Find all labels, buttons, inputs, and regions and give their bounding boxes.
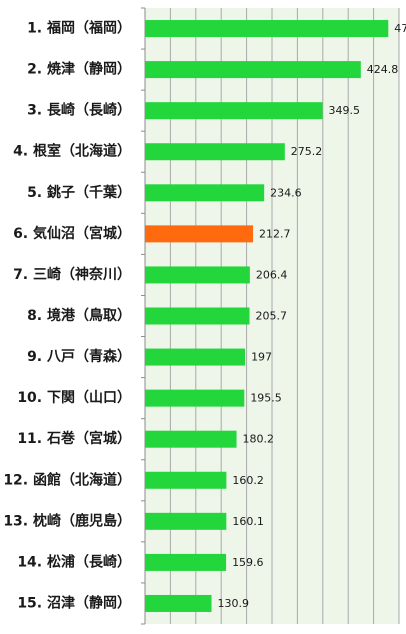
bar [145, 512, 227, 530]
bar [145, 20, 389, 38]
value-label: 234.6 [270, 186, 302, 199]
value-label: 275.2 [291, 145, 323, 158]
value-label: 205.7 [255, 310, 287, 323]
category-label: 4. 根室（北海道） [13, 143, 131, 160]
value-labels: 478.9 424.8 349.5 275.2 234.6 212.7 206.4 205.7… [217, 22, 406, 610]
bar [145, 184, 265, 202]
bar [145, 266, 250, 284]
bar [145, 225, 254, 243]
category-label: 10. 下関（山口） [17, 390, 131, 406]
bars [145, 20, 389, 612]
bar [145, 430, 237, 448]
category-label: 2. 焼津（静岡） [27, 61, 131, 78]
bar [145, 61, 361, 79]
category-label: 5. 銚子（千葉） [27, 184, 131, 201]
value-label: 160.1 [232, 515, 264, 528]
category-labels: 1. 福岡（福岡） 2. 焼津（静岡） 3. 長崎（長崎） 4. 根室（北海道） 5. … [3, 20, 131, 612]
bar [145, 553, 227, 571]
bar [145, 594, 212, 612]
value-label: 212.7 [259, 227, 291, 240]
bar [145, 307, 250, 325]
category-label: 13. 枕崎（鹿児島） [3, 512, 131, 529]
value-label: 478.9 [394, 22, 406, 35]
category-label: 3. 長崎（長崎） [27, 102, 131, 119]
value-label: 349.5 [329, 104, 361, 117]
category-label: 1. 福岡（福岡） [27, 20, 131, 37]
category-label: 9. 八戸（青森） [27, 348, 131, 365]
bar [145, 143, 285, 161]
category-label: 11. 石巻（宮城） [17, 430, 131, 447]
category-label: 12. 函館（北海道） [3, 471, 131, 488]
value-label: 180.2 [243, 433, 275, 446]
bar [145, 102, 323, 120]
value-label: 424.8 [367, 63, 399, 76]
value-label: 206.4 [256, 268, 288, 281]
bar [145, 471, 227, 489]
category-label: 14. 松浦（長崎） [17, 553, 131, 570]
category-label: 8. 境港（鳥取） [27, 307, 131, 324]
value-label: 159.6 [232, 556, 263, 569]
value-label: 130.9 [217, 597, 249, 610]
value-label: 160.2 [232, 474, 263, 487]
category-label: 15. 沼津（静岡） [17, 594, 131, 611]
bar [145, 348, 246, 366]
value-label: 195.5 [250, 392, 282, 405]
bar [145, 389, 245, 407]
value-label: 197 [251, 351, 272, 364]
category-label: 6. 気仙沼（宮城） [13, 225, 131, 242]
category-label: 7. 三崎（神奈川） [13, 266, 131, 283]
